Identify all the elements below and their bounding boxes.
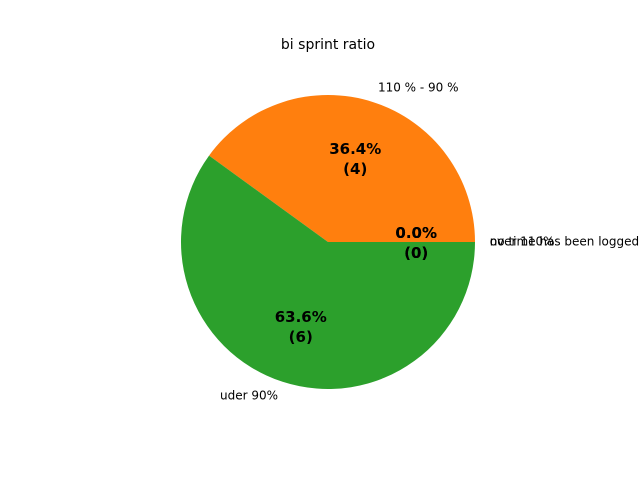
slice-value-label-uder-90: 63.6% (6) — [275, 308, 327, 346]
chart-title: bi sprint ratio — [281, 37, 375, 53]
slice-label-over-110: over 110% — [490, 235, 555, 249]
slice-value-label-over-110: 0.0% (0) — [395, 224, 437, 262]
slice-label-uder-90: uder 90% — [220, 388, 278, 402]
slice-value-label-no-time-has-been-logged: 0.0% (0) — [395, 224, 437, 262]
pie-wedges — [180, 95, 475, 390]
slice-value-label-110-90: 36.4% (4) — [329, 140, 381, 178]
pie-slice-110-90 — [209, 95, 475, 242]
slice-value-labels: 0.0% (0)0.0% (0)36.4% (4)63.6% (6) — [275, 140, 437, 346]
slice-label-no-time-has-been-logged: no time has been logged — [490, 235, 639, 249]
pie-slice-uder-90 — [180, 155, 475, 390]
slice-label-110-90: 110 % - 90 % — [378, 81, 459, 95]
